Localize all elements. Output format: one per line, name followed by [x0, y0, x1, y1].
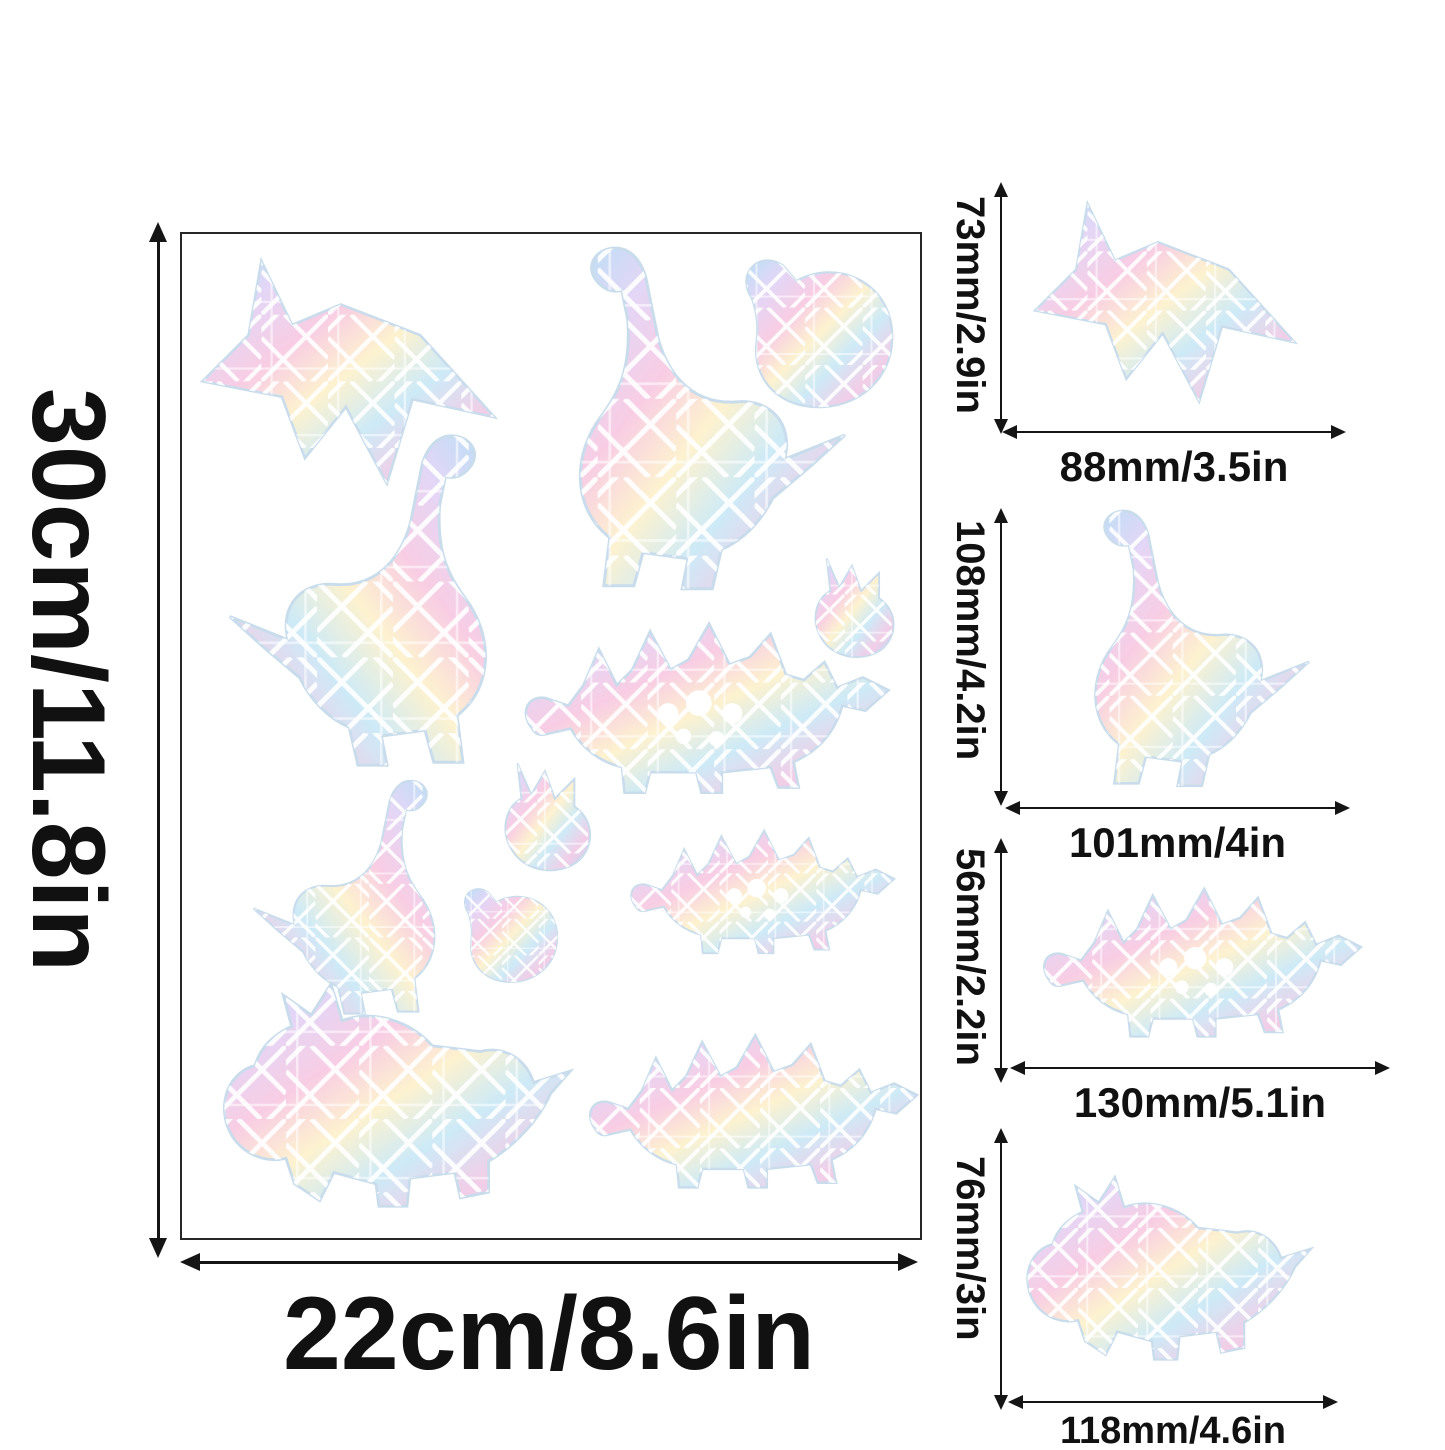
sheet-height-label: 30cm/11.8in: [10, 388, 126, 972]
arrow-shaft: [1020, 1400, 1326, 1404]
pteranodon-height-label: 73mm/2.9in: [948, 196, 992, 414]
pteranodon-image: [1020, 192, 1310, 420]
stegosaurus-width-arrow: [1010, 1060, 1390, 1076]
arrow-shaft: [156, 238, 160, 1242]
sticker-sheet-image: [182, 234, 920, 1238]
arrow-shaft: [999, 520, 1003, 794]
triceratops-height-arrow: [993, 1128, 1009, 1410]
arrow-shaft: [999, 194, 1003, 422]
sheet-height-arrow: [148, 222, 168, 1258]
brontosaurus-height-arrow: [993, 508, 1009, 806]
stegosaurus-height-label: 56mm/2.2in: [948, 848, 992, 1066]
arrow-shaft: [196, 1260, 902, 1264]
stegosaurus-height-arrow: [993, 838, 1009, 1083]
pteranodon-width-arrow: [1002, 424, 1346, 440]
arrow-shaft: [1022, 1066, 1378, 1070]
sheet-width-arrow: [180, 1252, 918, 1272]
arrow-shaft: [999, 1140, 1003, 1398]
sheet-width-label: 22cm/8.6in: [283, 1276, 815, 1392]
pteranodon-width-label: 88mm/3.5in: [1059, 443, 1289, 490]
triceratops-height-label: 76mm/3in: [948, 1156, 992, 1341]
brontosaurus-width-label: 101mm/4in: [1068, 819, 1287, 866]
arrow-shaft: [999, 850, 1003, 1071]
triceratops-width-label: 118mm/4.6in: [1059, 1410, 1287, 1450]
pteranodon-height-arrow: [993, 182, 1009, 434]
sticker-sheet: [180, 232, 922, 1240]
stegosaurus-width-label: 130mm/5.1in: [1073, 1079, 1327, 1126]
brontosaurus-width-arrow: [1005, 800, 1350, 816]
triceratops-width-arrow: [1008, 1394, 1338, 1410]
arrow-shaft: [1017, 806, 1338, 810]
brontosaurus-height-label: 108mm/4.2in: [948, 520, 992, 761]
brontosaurus-image: [1030, 506, 1330, 798]
arrow-shaft: [1014, 430, 1334, 434]
triceratops-image: [1018, 1135, 1318, 1397]
stegosaurus-image: [1012, 882, 1392, 1050]
